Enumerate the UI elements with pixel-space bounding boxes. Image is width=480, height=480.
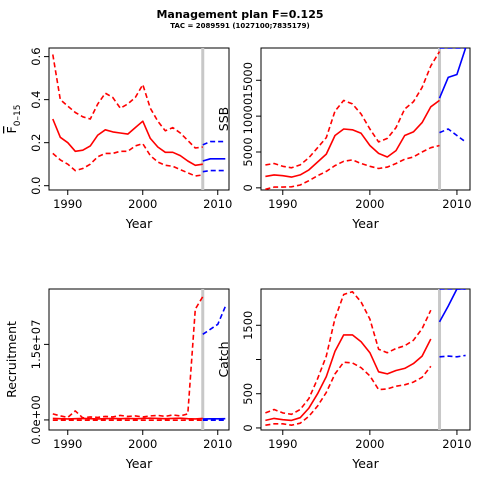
- history-lower-line: [265, 144, 440, 190]
- history-lower-line: [52, 142, 203, 177]
- y-tick-label: 0.4: [29, 90, 43, 108]
- projection-lower-line: [439, 128, 467, 143]
- panel-catch-plot: 1990 2000 2010 0 500 1500 Year Catch: [216, 288, 472, 471]
- plot-area: [265, 48, 467, 190]
- projection-lower-line: [202, 169, 226, 173]
- projection-lower-line: [439, 354, 466, 358]
- x-tick-label: 2000: [128, 437, 157, 451]
- plot-area: [52, 48, 226, 190]
- subtitle: TAC = 2089591 (1027100;7835179): [170, 22, 310, 30]
- history-median-line: [265, 99, 440, 178]
- title-block: Management plan F=0.125 TAC = 2089591 (1…: [0, 8, 480, 31]
- panel-recruitment-plot: 1990 2000 2010 0.0e+00 1.5e+07 Year Recruitmen…: [4, 288, 232, 471]
- x-tick-label: 1990: [268, 197, 297, 211]
- y-tick-label: 0.0e+00: [29, 395, 43, 445]
- x-tick-label: 1990: [53, 197, 82, 211]
- history-upper-line: [52, 296, 204, 419]
- main-title: Management plan F=0.125: [156, 8, 324, 21]
- y-axis-label: SSB: [216, 107, 231, 131]
- y-tick-label: 1500: [241, 311, 255, 340]
- projection-median-line: [438, 48, 467, 99]
- y-tick-label: 0: [241, 184, 255, 191]
- x-tick-label: 1990: [53, 437, 82, 451]
- history-median-line: [52, 118, 203, 167]
- y-tick-label: 0.0: [29, 177, 43, 195]
- plot-frame: [260, 47, 471, 191]
- y-tick-label: 500: [241, 383, 255, 405]
- plot-frame: [48, 288, 230, 431]
- panel-f-plot: 1990 2000 2010 0.0 0.2 0.4 0.6 Year F0–15: [4, 47, 232, 231]
- y-tick-label: 0.6: [29, 47, 43, 65]
- x-axis-label: Year: [125, 216, 153, 231]
- plot-area: [52, 289, 227, 430]
- y-tick-label: 10000: [241, 98, 255, 135]
- y-axis-label: F0–15: [4, 105, 23, 134]
- projection-upper-line: [202, 306, 227, 335]
- history-upper-line: [265, 51, 441, 169]
- x-tick-label: 2000: [128, 197, 157, 211]
- projection-median-line: [438, 289, 466, 323]
- history-lower-line: [265, 361, 432, 427]
- history-median-line: [265, 334, 432, 422]
- y-tick-label: 0.2: [29, 134, 43, 152]
- plot-frame: [48, 47, 230, 191]
- x-tick-label: 2010: [203, 197, 232, 211]
- y-axis-label: Catch: [216, 341, 231, 377]
- y-axis-label: Recruitment: [4, 321, 19, 398]
- y-tick-label: 0: [241, 424, 255, 431]
- x-tick-label: 1990: [268, 437, 297, 451]
- x-axis-label: Year: [351, 456, 379, 471]
- projection-median-line: [202, 158, 226, 162]
- x-axis-label: Year: [125, 456, 153, 471]
- x-tick-label: 2010: [442, 437, 471, 451]
- history-upper-line: [265, 290, 432, 416]
- x-tick-label: 2010: [442, 197, 471, 211]
- plot-area: [265, 289, 466, 430]
- history-upper-line: [52, 54, 203, 149]
- y-tick-label: 5000: [241, 137, 255, 166]
- x-tick-label: 2010: [203, 437, 232, 451]
- history-median-line: [52, 417, 203, 420]
- y-tick-label: 15000: [241, 62, 255, 99]
- projection-upper-line: [202, 140, 226, 146]
- x-axis-label: Year: [351, 216, 379, 231]
- x-tick-label: 2000: [355, 197, 384, 211]
- x-tick-label: 2000: [355, 437, 384, 451]
- y-tick-label: 1.5e+07: [29, 320, 43, 370]
